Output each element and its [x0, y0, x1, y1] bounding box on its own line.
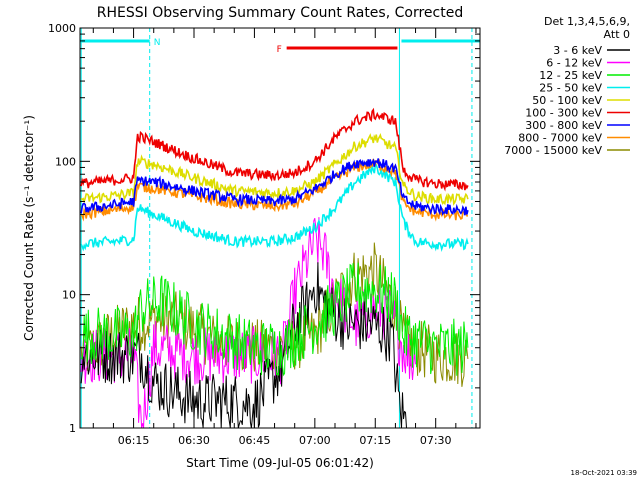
legend-entry-label: 12 - 25 keV — [539, 69, 602, 82]
x-tick-label: 06:45 — [239, 434, 271, 447]
y-tick-label: 1 — [69, 422, 76, 435]
axis-layer: 1 10 100 1000 06:15 06:30 06:45 07:00 07:15 07:30 — [48, 22, 481, 447]
series-line — [80, 262, 408, 429]
legend-header-detectors: Det 1,3,4,5,6,9, — [544, 15, 630, 28]
series-line — [80, 262, 469, 377]
x-tick-label: 06:30 — [178, 434, 210, 447]
series-line — [80, 133, 469, 206]
series-layer — [80, 107, 469, 429]
y-tick-label: 100 — [55, 155, 76, 168]
plot-frame — [79, 27, 481, 429]
legend-header-attenuator: Att 0 — [604, 28, 630, 41]
x-tick-label: 07:15 — [359, 434, 391, 447]
chart-title: RHESSI Observing Summary Count Rates, Co… — [97, 5, 463, 21]
legend-entry-label: 3 - 6 keV — [553, 44, 602, 57]
series-line — [80, 158, 469, 217]
y-axis-label: Corrected Count Rate (s⁻¹ detector⁻¹) — [22, 115, 36, 341]
legend-entry-label: 50 - 100 keV — [532, 94, 602, 107]
timestamp: 18-Oct-2021 03:39 — [571, 469, 637, 477]
y-tick-label: 1000 — [48, 22, 76, 35]
legend-entry-label: 25 - 50 keV — [539, 82, 602, 95]
x-axis-label: Start Time (09-Jul-05 06:01:42) — [186, 456, 374, 470]
flag-label: F — [277, 45, 282, 55]
legend-entry-label: 300 - 800 keV — [525, 119, 602, 132]
flag-label: N — [154, 38, 161, 48]
series-line — [80, 107, 469, 192]
legend-entry-label: 7000 - 15000 keV — [504, 144, 602, 157]
legend-entry-label: 100 - 300 keV — [525, 107, 602, 120]
x-tick-label: 07:00 — [299, 434, 331, 447]
x-tick-label: 07:30 — [420, 434, 452, 447]
legend-entry-label: 800 - 7000 keV — [518, 132, 602, 145]
legend-entry-label: 6 - 12 keV — [546, 57, 602, 70]
flag-layer: NF — [80, 38, 480, 55]
x-tick-label: 06:15 — [118, 434, 150, 447]
series-line — [80, 163, 469, 252]
y-tick-label: 10 — [62, 289, 76, 302]
